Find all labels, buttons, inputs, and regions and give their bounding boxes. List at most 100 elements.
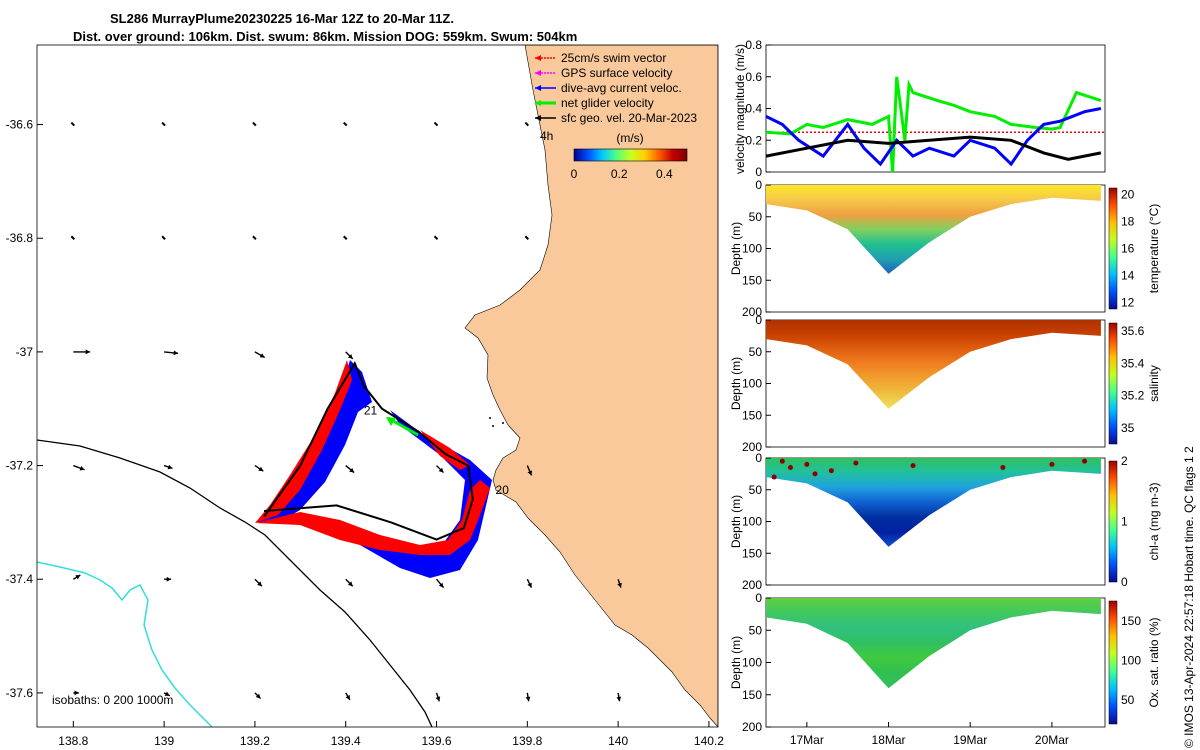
current-vector [252,121,257,127]
section-ytick-label: 100 [742,515,762,529]
colorbar-tick-label: 100 [1121,654,1141,668]
legend-extra: 4h [540,129,553,143]
velocity-series-dive [765,107,1102,167]
section-ytick-label: 0 [755,591,762,605]
river-line [37,561,213,727]
section-colorbar [1108,187,1118,310]
current-vector-head [349,467,355,473]
colorbar-tick-label: 12 [1121,295,1135,309]
section-xtick-label: 18Mar [872,733,906,747]
current-vector [524,121,530,127]
section-ytick-label: 50 [749,345,763,359]
swim-vector-band [255,360,352,523]
island-dot [492,425,494,427]
current-vector-head [167,464,173,470]
current-vector-head [435,696,441,702]
current-vector [161,235,166,240]
section-xtick-label: 20Mar [1035,733,1069,747]
title-line2: Dist. over ground: 106km. Dist. swum: 86… [73,29,578,44]
legend-label-dive: dive-avg current veloc. [561,81,682,95]
speed-colorbar: (m/s) 0 0.2 0.4 [571,131,688,181]
colorbar-tick-label: 14 [1121,268,1135,282]
current-vector [433,235,439,240]
map-ytick-label: -36.6 [6,118,34,132]
section-ytick-label: 200 [742,720,762,734]
current-vector [524,235,530,240]
current-vector-head [173,350,179,356]
chl-sample-dot [1000,465,1006,471]
section-ytick-label: 150 [742,688,762,702]
section-ylabel: Depth (m) [729,636,743,689]
track-annotation: 21 [364,403,378,417]
velocity-ytick-label: 0 [755,165,762,179]
section-ytick-label: 200 [742,305,762,319]
colorbar-tick-label: 150 [1121,614,1141,628]
section-ytick-label: 100 [742,377,762,391]
map-xtick-label: 139 [154,734,174,748]
colorbar-tick-label: 35.2 [1121,389,1145,403]
current-vector [343,121,348,127]
section-ylabel: Depth (m) [729,357,743,410]
swim-vector-band [420,430,470,470]
chl-sample-dot [910,463,916,469]
legend-label-net: net glider velocity [561,96,654,110]
current-vector [161,121,166,127]
chl-sample-dot [788,465,794,471]
legend-label-swim: 25cm/s swim vector [561,51,666,65]
velocity-ytick-label: 0.2 [745,133,762,147]
section-ytick-label: 200 [742,440,762,454]
colorbar-tick-label: 18 [1121,215,1135,229]
map-frame [36,44,719,728]
section-fill [766,320,1101,409]
map-xtick-label: 140.2 [694,734,724,748]
section-ytick-label: 150 [742,408,762,422]
section-fill [766,458,1101,547]
section-ytick-label: 50 [749,623,763,637]
colorbar-tick-label: 35.4 [1121,356,1145,370]
map-ytick-label: -37.2 [6,459,34,473]
section-ytick-label: 200 [742,578,762,592]
velocity-ytick-label: 0.8 [745,38,762,52]
map-ytick-label: -36.8 [6,231,34,245]
colorbar-tick-label: 50 [1121,693,1135,707]
map-xtick-label: 140 [608,734,628,748]
velocity-ytick-label: 0.4 [745,102,762,116]
section-fill [766,598,1101,689]
section-ytick-label: 50 [749,210,763,224]
map-area: 21 20 isobaths: 0 200 1000m 25cm/s swim vec… [37,45,718,727]
map-ytick-label: -37.6 [6,686,34,700]
current-vector-head [527,582,532,588]
section-colorbar [1108,460,1118,583]
colorbar-label: chl-a (mg m-3) [1147,482,1161,560]
current-vector-head [438,467,444,473]
section-colorbar [1108,322,1118,445]
isobath-line [37,439,433,727]
map-ytick-label: -37 [16,345,34,359]
map-xtick-label: 138.8 [58,734,88,748]
legend-arrowhead-dive [535,85,541,91]
colorbar-tick-label: 2 [1121,454,1128,468]
swim-vector-band [255,480,490,555]
section-panel-3: 0 1 2 chl-a (mg m-3) 0 50 100 150 200 Depth (m) [729,451,1161,592]
colorbar-tick-label: 35.6 [1121,324,1145,338]
current-vector [252,235,257,240]
current-vector-head [527,470,532,476]
current-vector-head [525,696,531,702]
chl-sample-dot [771,474,777,480]
velocity-series-net [765,76,1102,173]
current-vector [343,235,348,240]
current-vector-head [259,353,265,358]
colorbar-label: temperature (°C) [1147,204,1161,294]
section-panel-1: 12 14 16 18 20 temperature (°C) 0 50 100 150 200 De… [729,178,1161,319]
colorbar-tick-label: 20 [1121,188,1135,202]
chl-sample-dot [828,468,834,474]
current-vector-head [347,354,353,359]
track-annotation: 20 [496,483,510,497]
current-vector-head [164,691,170,696]
colorbar-tick: 0 [571,167,578,181]
chl-sample-dot [1082,458,1088,464]
current-vector [70,235,76,240]
current-vector-head [257,581,262,587]
